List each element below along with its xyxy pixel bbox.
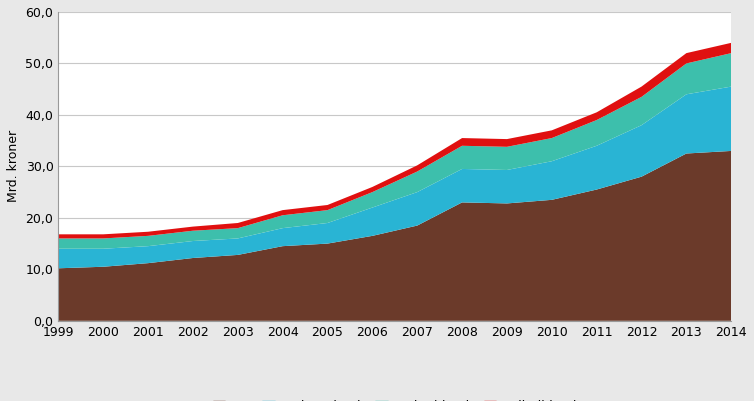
Y-axis label: Mrd. kroner: Mrd. kroner [7,130,20,203]
Legend: EU, Andre u-land, Andre i-land, Nulltoll-land: EU, Andre u-land, Andre i-land, Nulltoll… [208,395,582,401]
